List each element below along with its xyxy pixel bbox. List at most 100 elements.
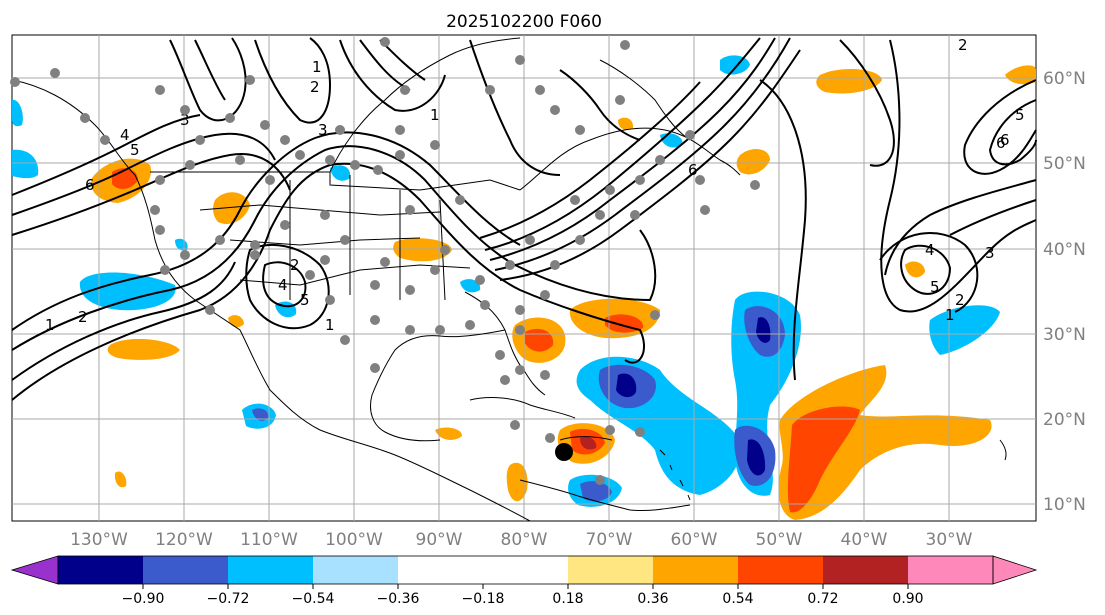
colorbar-segment <box>653 556 738 584</box>
lat-label: 50°N <box>1043 154 1086 174</box>
positive-anomaly-azores <box>905 261 925 278</box>
colorbar-tick-label: 0.18 <box>552 591 583 607</box>
contour-label: 1 <box>325 316 335 334</box>
colorbar-segment <box>738 556 823 584</box>
storm-center-marker <box>555 443 573 461</box>
colorbar-segment <box>143 556 228 584</box>
positive-anomaly-nicaragua <box>506 462 528 502</box>
lat-label: 10°N <box>1043 495 1086 515</box>
negative-anomaly-west-coast <box>12 149 39 179</box>
contour-label: 6 <box>85 176 95 194</box>
contour-label: 2 <box>955 291 965 309</box>
colorbar-segment <box>228 556 313 584</box>
contour-label: 4 <box>925 241 935 259</box>
contour-label: 3 <box>985 244 995 262</box>
positive-anomaly-labrador <box>736 148 770 175</box>
anomaly-fills <box>12 55 1036 520</box>
lat-label: 30°N <box>1043 325 1086 345</box>
lon-label: 130°W <box>70 530 128 550</box>
colorbar-segment <box>908 556 993 584</box>
colorbar-outline <box>57 555 994 585</box>
positive-anomaly-pacific-south <box>107 338 180 360</box>
negative-anomaly-east-atlantic <box>929 305 1000 355</box>
positive-anomaly-newfoundland <box>618 117 634 130</box>
colorbar-tick-label: −0.36 <box>377 591 420 607</box>
positive-anomaly-central-atlantic <box>778 365 992 520</box>
negative-anomaly-darkest-1 <box>616 373 637 398</box>
contour-label: 2 <box>310 78 320 96</box>
colorbar-tick-label: 0.54 <box>722 591 753 607</box>
contour-label: 6 <box>996 134 1006 152</box>
latitude-labels: 60°N 50°N 40°N 30°N 20°N 10°N <box>1043 69 1086 515</box>
colorbar-segment <box>398 556 483 584</box>
contour-label: 5 <box>1015 106 1025 124</box>
colorbar-segment <box>483 556 568 584</box>
contour-label: 6 <box>688 161 698 179</box>
contour-label: 2 <box>290 256 300 274</box>
figure-title: 2025102200 F060 <box>446 12 602 32</box>
colorbar-tick-label: −0.54 <box>292 591 335 607</box>
lon-label: 70°W <box>586 530 633 550</box>
colorbar-tick-label: 0.72 <box>807 591 838 607</box>
colorbar-tick-label: −0.18 <box>462 591 505 607</box>
negative-anomaly-darkest-2 <box>756 317 771 343</box>
negative-anomaly-great-plains <box>330 165 351 181</box>
colorbar-tick-label: 0.36 <box>637 591 668 607</box>
contour-label: 5 <box>300 291 310 309</box>
negative-anomaly-west-coast-2 <box>12 99 23 127</box>
positive-anomaly-central-atlantic-red <box>787 406 860 513</box>
positive-anomaly-hispaniola-core <box>580 436 597 450</box>
contour-label: 3 <box>318 121 328 139</box>
contour-label: 4 <box>120 126 130 144</box>
contour-labels: 1 2 3 4 5 6 1 2 3 4 5 6 1 2 4 5 6 1 2 3 … <box>45 36 1025 334</box>
colorbar-segment <box>58 556 143 584</box>
colorbar-segment <box>992 555 1038 585</box>
negative-anomaly-darkest-3 <box>747 439 766 476</box>
lon-label: 120°W <box>155 530 213 550</box>
colorbar-ticks <box>142 584 909 589</box>
positive-anomaly-cuba-south <box>435 427 462 440</box>
lon-label: 110°W <box>240 530 298 550</box>
contour-label: 5 <box>130 141 140 159</box>
positive-anomaly-idaho <box>213 192 250 225</box>
map-panel: 1 2 3 4 5 6 1 2 3 4 5 6 1 2 4 5 6 1 2 3 … <box>10 34 1037 522</box>
lon-label: 80°W <box>501 530 548 550</box>
positive-anomaly-greenland <box>816 68 882 94</box>
contour-label: 5 <box>930 278 940 296</box>
contour-label: 1 <box>945 306 955 324</box>
positive-anomaly-pacific-sw <box>114 471 127 488</box>
colorbar: −0.90 −0.72 −0.54 −0.36 −0.18 0.18 0.36 … <box>10 555 1038 607</box>
colorbar-tick-label: −0.90 <box>122 591 165 607</box>
positive-anomaly-gulf-red <box>525 328 554 352</box>
contour-label: 1 <box>312 58 322 76</box>
positive-anomaly-texas <box>393 238 452 262</box>
contour-label: 1 <box>45 316 55 334</box>
contour-label: 6 <box>1000 131 1010 149</box>
colorbar-segment <box>313 556 398 584</box>
negative-anomaly-gulf <box>460 279 481 293</box>
negative-anomaly-mexico-dark <box>252 408 269 421</box>
lon-label: 100°W <box>325 530 383 550</box>
contour-label: 1 <box>430 106 440 124</box>
contour-label: 2 <box>958 36 968 54</box>
contour-label: 3 <box>180 111 190 129</box>
colorbar-segment <box>823 556 908 584</box>
contour-label: 2 <box>78 308 88 326</box>
coastlines <box>11 37 1007 522</box>
lon-label: 40°W <box>841 530 888 550</box>
negative-anomaly-south-caribbean-dark <box>580 481 612 502</box>
lon-label: 90°W <box>416 530 463 550</box>
lon-label: 60°W <box>671 530 718 550</box>
graticule <box>12 35 1036 521</box>
colorbar-segment <box>568 556 653 584</box>
lon-label: 50°W <box>756 530 803 550</box>
lat-label: 20°N <box>1043 410 1086 430</box>
lon-label: 30°W <box>926 530 973 550</box>
longitude-labels: 130°W 120°W 110°W 100°W 90°W 80°W 70°W 6… <box>70 530 973 550</box>
contour-label: 4 <box>278 276 288 294</box>
lat-label: 40°N <box>1043 240 1086 260</box>
station-markers <box>10 37 760 485</box>
positive-anomaly-bahamas <box>905 424 929 442</box>
colorbar-tick-label: −0.72 <box>207 591 250 607</box>
